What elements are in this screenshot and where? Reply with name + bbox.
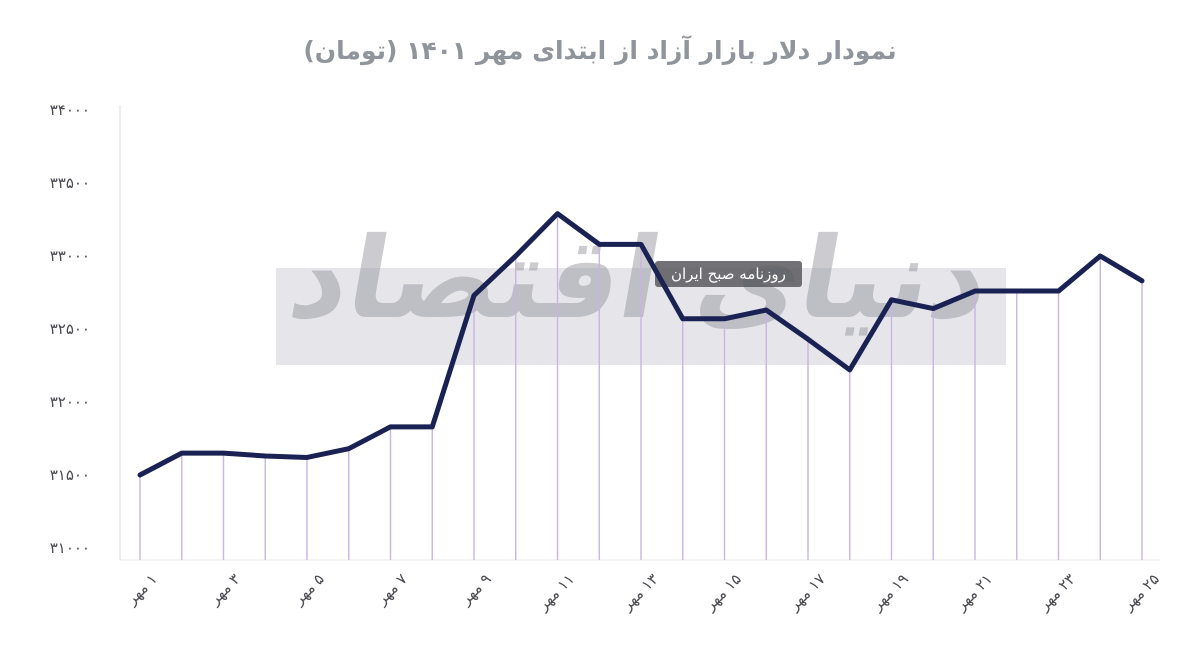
y-axis-label: ۳۱۵۰۰	[49, 466, 90, 484]
y-axis-label: ۳۱۰۰۰	[49, 539, 90, 557]
y-axis-label: ۳۳۵۰۰	[49, 174, 90, 192]
y-axis-label: ۳۲۵۰۰	[49, 320, 90, 338]
y-axis-label: ۳۳۰۰۰	[49, 247, 90, 265]
y-axis-label: ۳۲۰۰۰	[49, 393, 90, 411]
price-line	[137, 211, 1145, 478]
y-axis-label: ۳۴۰۰۰	[49, 101, 90, 119]
watermark-badge: روزنامه صبح ایران	[655, 261, 802, 287]
chart-title: نمودار دلار بازار آزاد از ابتدای مهر ۱۴۰…	[303, 36, 897, 65]
